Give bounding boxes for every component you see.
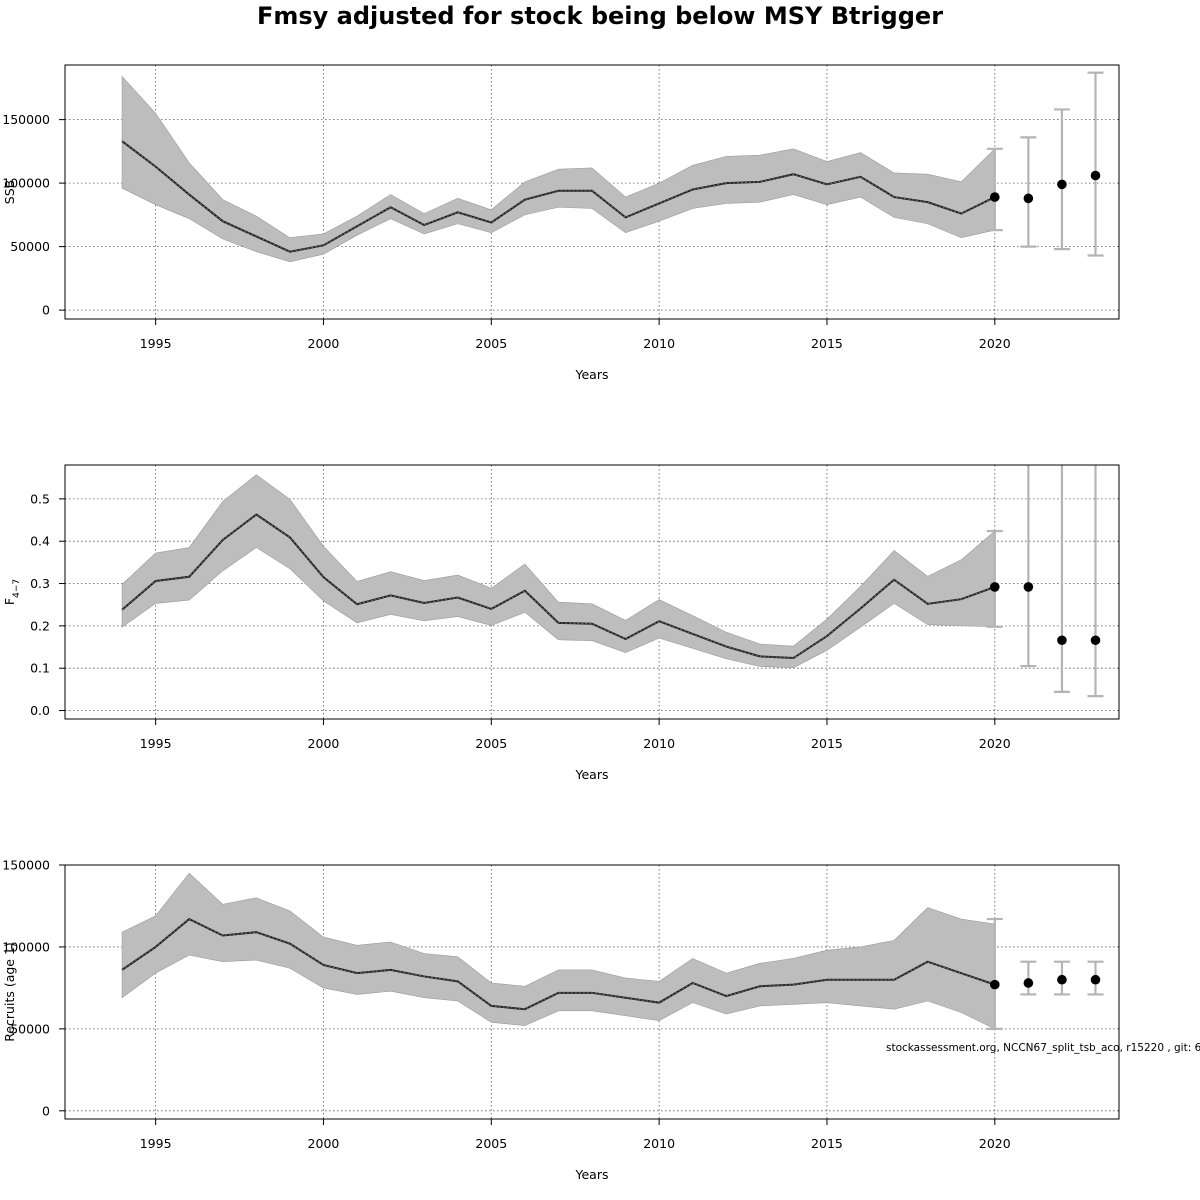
f-y-tick-label: 0.3 <box>30 576 50 591</box>
ssb-y-tick-label: 50000 <box>10 239 50 254</box>
chart-title: Fmsy adjusted for stock being below MSY … <box>256 2 944 30</box>
f-y-tick-label: 0.0 <box>30 703 50 718</box>
recruits-y-axis-label: Recruits (age 1) <box>2 942 17 1042</box>
recruits-confidence-band <box>121 872 996 1030</box>
recruits-x-tick-label: 1995 <box>140 1136 172 1151</box>
f-x-tick-label: 2005 <box>475 736 507 751</box>
ssb-forecast-point <box>1090 170 1101 181</box>
ssb-y-tick-label: 0 <box>42 303 50 318</box>
f-confidence-band <box>121 474 996 669</box>
recruits-y-tick-label: 150000 <box>2 858 50 873</box>
ssb-x-tick-label: 2010 <box>643 336 675 351</box>
recruits-x-axis-label: Years <box>575 1167 609 1182</box>
ssb-x-tick-label: 1995 <box>140 336 172 351</box>
f-y-tick-label: 0.1 <box>30 661 50 676</box>
ssb-y-tick-label: 150000 <box>2 112 50 127</box>
recruits-y-tick-label: 0 <box>42 1103 50 1118</box>
recruits-plot-frame <box>64 864 1120 1120</box>
f-forecast-point <box>990 582 1000 592</box>
recruits-y-tick-label: 50000 <box>10 1021 50 1036</box>
recruits-x-tick-label: 2000 <box>308 1136 340 1151</box>
f-x-tick-label: 2010 <box>643 736 675 751</box>
recruits-panel: 1995 2000 2005 2010 2015 2020 0 50000 100000 1500… <box>2 858 1120 1182</box>
fishing-mortality-panel: 1995 2000 2005 2010 2015 2020 0.0 0.1 0.2 0.3 0.4 0… <box>2 464 1120 782</box>
ssb-forecast-point <box>990 192 1000 202</box>
ssb-x-tick-label: 2020 <box>979 336 1011 351</box>
ssb-x-tick-label: 2015 <box>811 336 843 351</box>
f-x-tick-label: 2015 <box>811 736 843 751</box>
ssb-x-axis-label: Years <box>575 367 609 382</box>
f-y-tick-label: 0.4 <box>30 534 50 549</box>
f-y-tick-label: 0.5 <box>30 491 50 506</box>
ssb-forecast-point <box>1057 179 1067 190</box>
f-forecast-point <box>1057 635 1067 646</box>
recruits-x-tick-label: 2005 <box>475 1136 507 1151</box>
f-y-axis-label-subscript: 4−7 <box>12 579 22 598</box>
f-y-tick-label: 0.2 <box>30 618 50 633</box>
recruits-x-tick-label: 2015 <box>811 1136 843 1151</box>
ssb-x-tick-label: 2005 <box>475 336 507 351</box>
f-forecast-point <box>1023 582 1034 592</box>
ssb-panel: 1995 2000 2005 2010 2015 2020 0 50000 100000 1500… <box>2 64 1120 382</box>
recruits-x-tick-label: 2020 <box>979 1136 1011 1151</box>
f-plot-frame <box>64 464 1120 720</box>
recruits-forecast-point <box>1057 974 1067 985</box>
f-x-tick-label: 2000 <box>308 736 340 751</box>
recruits-forecast-point <box>1023 978 1034 988</box>
recruits-y-tick-label: 100000 <box>2 939 50 954</box>
f-x-tick-label: 2020 <box>979 736 1011 751</box>
ssb-y-axis-label: SSB <box>2 180 17 204</box>
recruits-forecast-point <box>990 979 1000 990</box>
f-x-axis-label: Years <box>575 767 609 782</box>
ssb-plot-frame <box>64 64 1120 320</box>
f-estimate-line-overlay <box>121 514 995 659</box>
f-forecast-point <box>1090 635 1101 646</box>
f-x-tick-label: 1995 <box>140 736 172 751</box>
ssb-estimate-line-overlay <box>121 140 995 253</box>
ssb-x-tick-label: 2000 <box>308 336 340 351</box>
ssb-forecast-point <box>1023 193 1034 204</box>
recruits-forecast-point <box>1090 974 1101 985</box>
f-y-axis-label: F4−7 <box>2 579 22 605</box>
ssb-y-tick-label: 100000 <box>2 176 50 191</box>
footer-note: stockassessment.org, NCCN67_split_tsb_ac… <box>886 1042 1200 1054</box>
recruits-x-tick-label: 2010 <box>643 1136 675 1151</box>
recruits-estimate-line-overlay <box>121 918 995 1010</box>
